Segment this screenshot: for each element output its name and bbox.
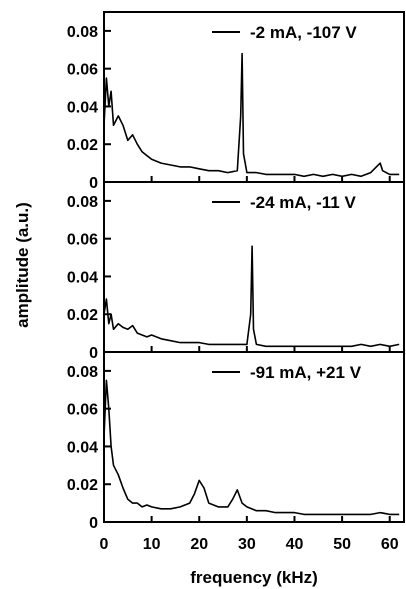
x-axis-ticks: 0 10 20 30 40 50 60 bbox=[100, 536, 399, 553]
x-tick-label: 20 bbox=[190, 536, 208, 553]
panel-2-y-tick-label: 0.04 bbox=[67, 269, 98, 286]
panel-1-legend-label: -2 mA, -107 V bbox=[250, 23, 357, 42]
panel-3-y-tick-label: 0.04 bbox=[67, 439, 98, 456]
x-tick-label: 0 bbox=[100, 536, 109, 553]
panel-2-legend-label: -24 mA, -11 V bbox=[250, 193, 356, 212]
x-tick-label: 40 bbox=[286, 536, 304, 553]
panel-3-legend-label: -91 mA, +21 V bbox=[250, 363, 362, 382]
x-axis-title: frequency (kHz) bbox=[190, 568, 318, 587]
panel-3-series-line bbox=[103, 379, 400, 516]
panel-1-y-tick-label: 0.08 bbox=[67, 24, 98, 41]
panel-1: 0 0.02 0.04 0.06 0.08 -2 mA, -107 V bbox=[67, 11, 405, 192]
panel-1-series-line bbox=[103, 52, 400, 178]
panel-1-y-tick-label: 0.02 bbox=[67, 137, 98, 154]
panel-3-y-tick-label: 0.06 bbox=[67, 402, 98, 419]
panel-3: 0 0.02 0.04 0.06 0.08 -91 mA, +21 V bbox=[67, 351, 405, 532]
x-tick-label: 10 bbox=[143, 536, 161, 553]
panel-1-y-tick-label: 0.04 bbox=[67, 99, 98, 116]
panel-3-y-tick-label: 0 bbox=[89, 515, 98, 532]
panel-3-y-tick-label: 0.02 bbox=[67, 477, 98, 494]
panel-2-y-tick-label: 0 bbox=[89, 345, 98, 362]
x-tick-label: 50 bbox=[333, 536, 351, 553]
panel-2: 0 0.02 0.04 0.06 0.08 -24 mA, -11 V bbox=[67, 181, 405, 362]
panel-2-y-tick-label: 0.02 bbox=[67, 307, 98, 324]
panel-1-y-tick-label: 0 bbox=[89, 175, 98, 192]
y-axis-title: amplitude (a.u.) bbox=[13, 202, 32, 328]
panel-2-y-tick-label: 0.06 bbox=[67, 232, 98, 249]
panel-1-y-tick-label: 0.06 bbox=[67, 62, 98, 79]
panel-3-y-tick-label: 0.08 bbox=[67, 364, 98, 381]
x-tick-label: 60 bbox=[381, 536, 399, 553]
x-tick-label: 30 bbox=[238, 536, 256, 553]
panels: 00.020.040.060.08 -2 mA, -107 V00.020.040… bbox=[67, 11, 405, 532]
panel-2-y-tick-label: 0.08 bbox=[67, 194, 98, 211]
panel-2-series-line bbox=[103, 245, 400, 348]
